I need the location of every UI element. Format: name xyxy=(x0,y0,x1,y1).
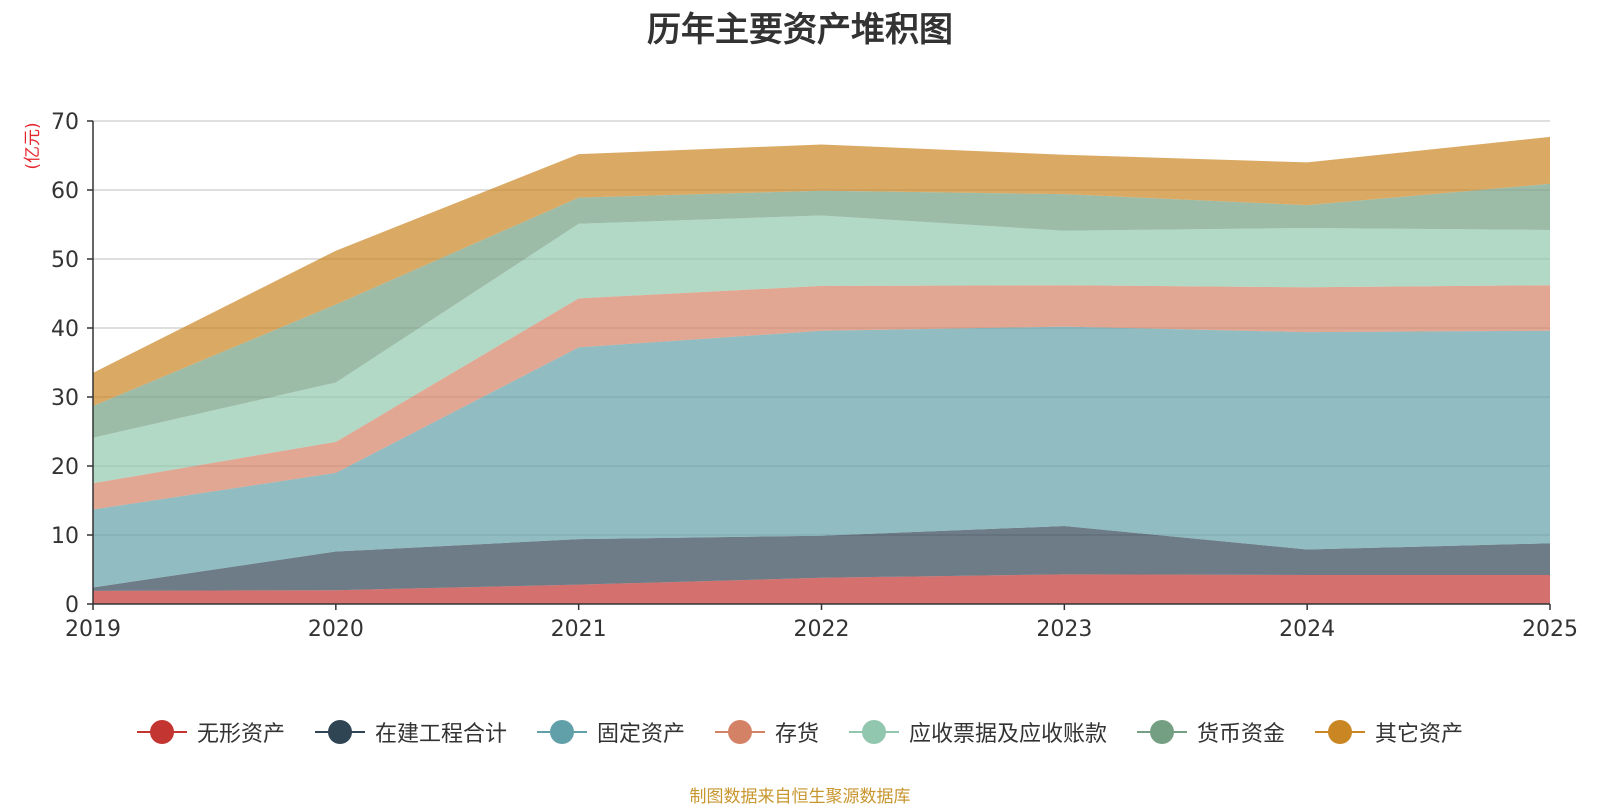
legend-marker-icon xyxy=(714,719,765,745)
legend-marker-icon xyxy=(849,719,899,745)
area-series-3 xyxy=(93,326,1550,588)
source-note: 制图数据来自恒生聚源数据库 xyxy=(689,787,911,807)
y-tick-label: 40 xyxy=(51,317,79,342)
legend-item-3[interactable]: 固定资产 xyxy=(536,716,685,748)
x-tick-label: 2021 xyxy=(551,617,607,642)
legend: 无形资产 在建工程合计 固定资产 存货 应收票据及应收账款 货币资金 其它资产 xyxy=(0,716,1600,748)
legend-item-5[interactable]: 应收票据及应收账款 xyxy=(849,716,1107,748)
area-series-5 xyxy=(93,215,1550,484)
y-tick-label: 60 xyxy=(51,179,79,204)
area-series-7 xyxy=(93,136,1550,406)
stacked-area-chart: 0 10 20 30 40 50 60 70 2019 2020 2021 2022 2023 2024 2… xyxy=(23,110,1578,642)
y-tick-label: 50 xyxy=(51,248,79,273)
area-layer xyxy=(93,136,1550,604)
legend-label: 固定资产 xyxy=(596,722,685,747)
legend-marker-icon xyxy=(314,719,365,745)
legend-item-1[interactable]: 无形资产 xyxy=(136,716,285,748)
area-series-6 xyxy=(93,183,1550,438)
legend-label: 在建工程合计 xyxy=(374,722,507,747)
legend-label: 应收票据及应收账款 xyxy=(909,722,1108,747)
y-tick-label: 10 xyxy=(51,524,79,549)
legend-marker-icon xyxy=(1137,719,1188,745)
y-tick-label: 0 xyxy=(65,593,79,618)
area-series-1 xyxy=(93,574,1550,604)
x-tick-label: 2022 xyxy=(794,617,850,642)
y-tick-label: 30 xyxy=(51,386,79,411)
x-tick-label: 2025 xyxy=(1522,617,1578,642)
legend-marker-icon xyxy=(136,719,187,745)
x-tick-label: 2024 xyxy=(1279,617,1335,642)
legend-label: 存货 xyxy=(774,722,819,747)
legend-label: 其它资产 xyxy=(1375,722,1464,747)
area-series-4 xyxy=(93,285,1550,510)
y-axis-label: (亿元) xyxy=(23,122,43,169)
legend-item-2[interactable]: 在建工程合计 xyxy=(314,716,507,748)
x-tick-label: 2019 xyxy=(65,617,121,642)
legend-marker-icon xyxy=(1315,719,1366,745)
legend-item-7[interactable]: 其它资产 xyxy=(1315,716,1463,748)
area-series-2 xyxy=(93,526,1550,591)
legend-label: 无形资产 xyxy=(196,722,285,747)
legend-marker-icon xyxy=(536,719,587,745)
chart-title: 历年主要资产堆积图 xyxy=(647,10,953,50)
axes: 0 10 20 30 40 50 60 70 2019 2020 2021 2022 2023 2024 2… xyxy=(51,110,1578,642)
legend-item-4[interactable]: 存货 xyxy=(714,716,819,748)
y-tick-label: 70 xyxy=(51,110,79,135)
y-tick-label: 20 xyxy=(51,455,79,480)
legend-item-6[interactable]: 货币资金 xyxy=(1137,716,1285,748)
x-tick-label: 2023 xyxy=(1036,617,1092,642)
legend-label: 货币资金 xyxy=(1197,722,1286,747)
x-tick-label: 2020 xyxy=(308,617,364,642)
